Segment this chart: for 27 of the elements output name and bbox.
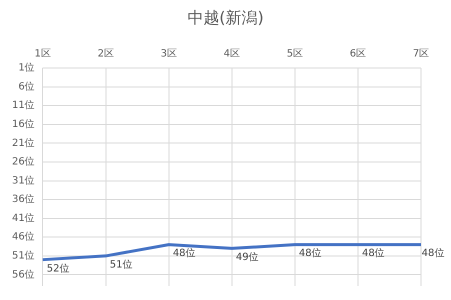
data-label: 51位 — [110, 258, 133, 271]
y-tick-label: 31位 — [12, 174, 35, 186]
x-tick-label: 1区 — [34, 48, 51, 60]
y-tick-label: 56位 — [12, 268, 35, 280]
x-tick-label: 2区 — [98, 48, 114, 60]
y-tick-label: 46位 — [12, 230, 35, 243]
data-label: 48位 — [172, 247, 196, 260]
x-tick-label: 6区 — [350, 48, 366, 60]
data-label: 48位 — [298, 247, 322, 260]
data-label: 48位 — [362, 247, 385, 260]
y-tick-label: 36位 — [12, 193, 35, 206]
data-label: 48位 — [422, 247, 444, 260]
y-tick-label: 11位 — [12, 99, 35, 112]
y-tick-label: 16位 — [12, 118, 35, 130]
x-tick-label: 5区 — [286, 48, 304, 60]
y-tick-label: 21位 — [12, 136, 35, 149]
data-label: 52位 — [46, 262, 70, 274]
y-tick-label: 6位 — [18, 80, 35, 92]
data-label: 49位 — [236, 251, 259, 264]
y-tick-label: 41位 — [12, 212, 35, 224]
x-tick-label: 4区 — [224, 48, 240, 60]
y-tick-label: 51位 — [12, 250, 35, 262]
y-tick-label: 26位 — [12, 156, 35, 168]
chart-title: 中越(新潟) — [186, 8, 265, 29]
x-tick-label: 3区 — [160, 48, 178, 60]
x-tick-label: 7区 — [412, 48, 430, 60]
y-tick-label: 1位 — [18, 62, 35, 74]
